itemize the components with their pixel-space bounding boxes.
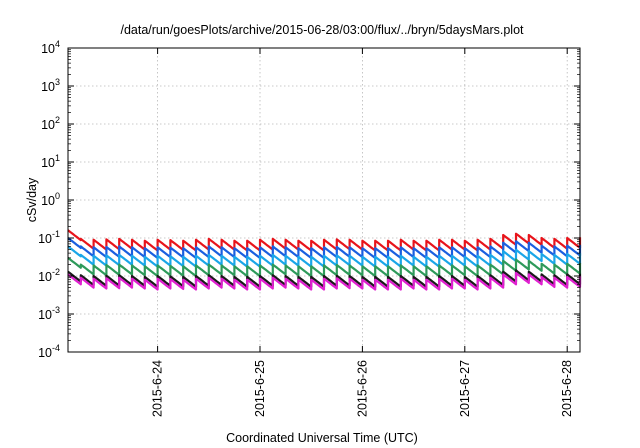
x-tick-label: 2015-6-28 [560,360,574,417]
series-line-5 [67,269,582,288]
x-tick-label: 2015-6-26 [355,360,369,417]
x-axis-label: Coordinated Universal Time (UTC) [226,431,418,445]
series-line-4 [67,257,582,278]
series-group [67,229,582,291]
x-axis: 2015-6-24 2015-6-25 2015-6-26 2015-6-27 2015… [151,48,574,417]
y-tick-label: 102 [41,115,60,132]
grid [68,48,580,352]
y-tick-label: 100 [41,191,60,208]
y-tick-label: 10-1 [38,229,60,246]
y-tick-label: 104 [41,39,60,56]
y-tick-label: 101 [41,153,60,170]
y-axis: 10-4 10-3 10-2 10-1 100 101 102 103 104 [38,39,580,360]
series-line-6 [67,271,582,291]
series-line-3 [67,245,582,268]
y-tick-label: 10-3 [38,305,60,322]
y-tick-label: 10-4 [38,343,60,360]
x-tick-label: 2015-6-24 [151,360,165,417]
y-tick-label: 103 [41,77,60,94]
series-line-2 [67,237,582,260]
chart-title: /data/run/goesPlots/archive/2015-06-28/0… [120,23,524,37]
y-axis-label: cSv/day [25,177,39,222]
x-tick-label: 2015-6-25 [253,360,267,417]
x-tick-label: 2015-6-27 [458,360,472,417]
y-tick-label: 10-2 [38,267,60,284]
series-line-1 [67,229,582,252]
